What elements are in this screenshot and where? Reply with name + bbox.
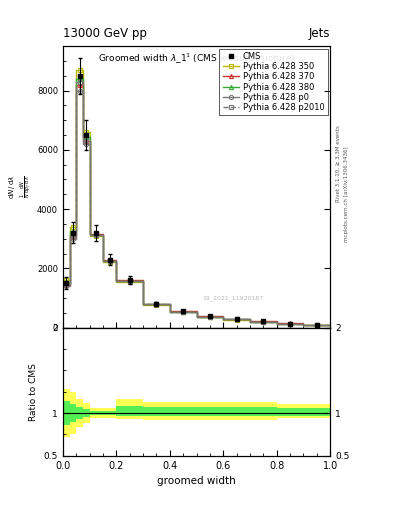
X-axis label: groomed width: groomed width (157, 476, 236, 486)
Text: 13000 GeV pp: 13000 GeV pp (63, 28, 147, 40)
Text: Groomed width $\lambda\_1^1$ (CMS jet substructure): Groomed width $\lambda\_1^1$ (CMS jet su… (98, 52, 295, 66)
Text: mcplots.cern.ch [arXiv:1306.3436]: mcplots.cern.ch [arXiv:1306.3436] (344, 147, 349, 242)
Y-axis label: $\mathrm{d}N\,/\,\mathrm{d}\lambda$
$\frac{1}{N}\,\frac{\mathrm{d}N}{\mathrm{d}p: $\mathrm{d}N\,/\,\mathrm{d}\lambda$ $\fr… (7, 175, 34, 199)
Text: Jets: Jets (309, 28, 330, 40)
Y-axis label: Ratio to CMS: Ratio to CMS (29, 362, 38, 421)
Text: Rivet 3.1.10, ≥ 3.3M events: Rivet 3.1.10, ≥ 3.3M events (336, 125, 341, 202)
Legend: CMS, Pythia 6.428 350, Pythia 6.428 370, Pythia 6.428 380, Pythia 6.428 p0, Pyth: CMS, Pythia 6.428 350, Pythia 6.428 370,… (219, 49, 328, 116)
Text: 19_2021_11920187: 19_2021_11920187 (202, 295, 263, 301)
